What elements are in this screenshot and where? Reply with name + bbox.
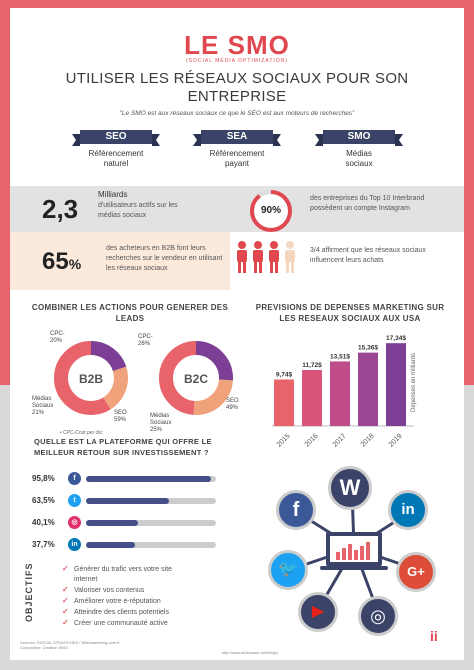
facebook-icon: f [276, 490, 316, 530]
logo-title: LE SMO [184, 30, 290, 60]
platform-bar-track [86, 520, 216, 526]
platform-list: 95,8% f 63,5% t 40,1% ◎ 37,7% in [32, 472, 232, 560]
objective-item: ✓ Atteindre des clients potentiels [62, 607, 169, 616]
objectives-title: OBJECTIFS [24, 562, 34, 622]
b2b-cpc-label: CPC- 20% [50, 331, 65, 344]
objective-item: ✓ Créer une communauté active [62, 618, 168, 627]
brand-mark: ii [430, 628, 438, 644]
platform-title: QUELLE EST LA PLATEFORME QUI OFFRE LE ME… [34, 437, 212, 457]
objective-item: ✓ Améliorer votre e-réputation [62, 596, 161, 605]
linkedin-icon: in [68, 538, 81, 551]
chart-tick-label: 2016 [304, 433, 320, 449]
platform-pct: 37,7% [32, 540, 55, 549]
b2b-seo-label: SEO 59% [114, 410, 127, 423]
platform-bar-track [86, 476, 216, 482]
platform-pct: 40,1% [32, 518, 55, 527]
stats-band [10, 186, 464, 232]
instagram-icon: ◎ [68, 516, 81, 529]
b2b-social-label: Médias Sociaux 21% [32, 396, 54, 416]
chart-tick-label: 2019 [388, 433, 404, 449]
page-title: UTILISER LES RÉSEAUX SOCIAUX POUR SON EN… [65, 70, 409, 105]
platform-bar-fill [86, 520, 139, 526]
forecast-chart: 9,74$ 2015 11,72$ 2016 13,51$ 2017 15,36$ 2018 1… [272, 335, 414, 449]
twitter-icon: t [68, 494, 81, 507]
youtube-icon: ▶ [298, 592, 338, 632]
b2c-cpc-label: CPC- 26% [138, 334, 153, 347]
platform-pct: 63,5% [32, 496, 55, 505]
check-icon: ✓ [62, 618, 69, 627]
users-unit: Milliards [98, 190, 128, 199]
leads-title: COMBINER LES ACTIONS POUR GENERER DES LE… [31, 303, 229, 323]
b2b-value: 65% [42, 248, 82, 275]
stats-band-b2b [10, 232, 230, 290]
chart-value-label: 9,74$ [276, 371, 293, 378]
ribbon-smo: SMO [315, 130, 403, 146]
people-icons [237, 241, 295, 273]
objectives-list: ✓ Générer du trafic vers votre site intern… [62, 564, 232, 629]
chart-bar [274, 379, 294, 426]
objective-item: internet [74, 576, 98, 583]
footer-url[interactable]: http://www.slideshare.net/blogs/ [221, 650, 279, 655]
chart-bar [386, 343, 406, 426]
chart-tick-label: 2017 [332, 433, 348, 449]
platform-bar-fill [86, 476, 211, 482]
check-icon: ✓ [62, 564, 69, 573]
b2c-seo-label: SEO 49% [226, 398, 239, 411]
users-value: 2,3 [42, 194, 79, 224]
chart-value-label: 11,72$ [302, 362, 322, 369]
ribbon-smo-label: Médias sociaux [345, 149, 373, 168]
objective-item: ✓ Générer du trafic vers votre site [62, 564, 173, 573]
logo-subtitle: (SOCIAL MEDIA OPTIMIZATION) [185, 58, 288, 64]
chart-bar [330, 361, 350, 426]
googleplus-icon: G+ [396, 552, 436, 592]
forecast-title: PREVISIONS DE DEPENSES MARKETING SUR LES… [255, 303, 445, 323]
platform-bar-track [86, 498, 216, 504]
users-text: d'utilisateurs actifs sur les médias soc… [98, 202, 178, 219]
check-icon: ✓ [62, 585, 69, 594]
quote: "Le SMO est aux réseaux sociaux ce que l… [119, 110, 355, 117]
b2b-text: des acheteurs en B2B font leurs recherch… [106, 245, 223, 272]
ribbon-seo: SEO [72, 130, 160, 146]
chart-tick-label: 2018 [360, 433, 376, 449]
b2c-social-label: Médias Sociaux 25% [150, 413, 172, 433]
chart-bar [302, 370, 322, 426]
platform-pct: 95,8% [32, 474, 55, 483]
twitter-icon: 🐦 [268, 550, 308, 590]
platform-row: 95,8% f [32, 472, 232, 494]
platform-row: 63,5% t [32, 494, 232, 516]
chart-value-label: 17,34$ [386, 335, 406, 342]
platform-row: 40,1% ◎ [32, 516, 232, 538]
b2c-label: B2C [183, 372, 208, 386]
top10-value: 90% [260, 205, 281, 216]
instagram-icon: ◎ [358, 596, 398, 636]
top10-ring [250, 190, 292, 232]
b2b-donut [54, 341, 128, 415]
wordpress-icon: W [328, 466, 372, 510]
top10-text: des entreprises du Top 10 Interbrand pos… [310, 195, 425, 212]
chart-value-label: 13,51$ [330, 353, 350, 360]
objective-item: ✓ Valoriser vos contenus [62, 585, 145, 594]
b2b-label: B2B [78, 372, 103, 386]
linkedin-icon: in [388, 490, 428, 530]
forecast-unit-label: Dépenses en milliards [411, 352, 417, 412]
footer-sources: Sources: DIGITAL STRATEGIES / Webmarketi… [20, 640, 120, 650]
platform-bar-track [86, 542, 216, 548]
b2c-donut [159, 341, 233, 415]
chart-value-label: 15,36$ [358, 345, 378, 352]
leads-donuts [54, 341, 233, 415]
influence-text: 3/4 affirment que les réseaux sociaux in… [310, 247, 426, 264]
platform-bar-fill [86, 542, 135, 548]
facebook-icon: f [68, 472, 81, 485]
ribbon-seo-label: Référencement naturel [88, 149, 144, 168]
chart-bar [358, 352, 378, 426]
infographic-card: LE SMO (SOCIAL MEDIA OPTIMIZATION) UTILI… [10, 8, 464, 660]
ribbon-sea: SEA [193, 130, 281, 146]
ribbon-sea-label: Référencement payant [209, 149, 265, 168]
check-icon: ✓ [62, 596, 69, 605]
platform-row: 37,7% in [32, 538, 232, 560]
check-icon: ✓ [62, 607, 69, 616]
platform-bar-fill [86, 498, 169, 504]
leads-legend: • CPC-Cost per clic [60, 430, 103, 436]
chart-tick-label: 2015 [276, 433, 292, 449]
